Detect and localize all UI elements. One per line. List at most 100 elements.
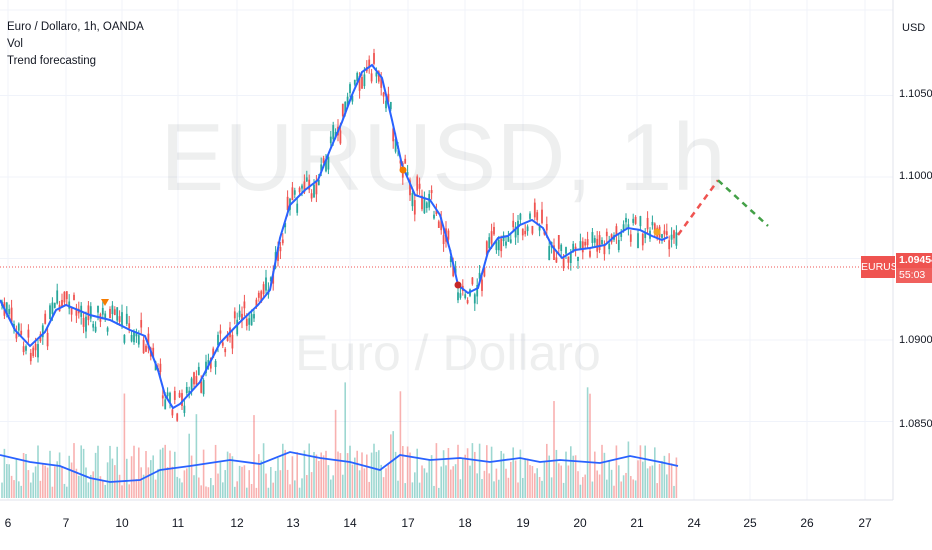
volume-bar [279, 470, 282, 498]
volume-bar [615, 445, 618, 498]
candle-body [555, 257, 558, 263]
volume-bar [414, 472, 416, 498]
candle-body [133, 331, 135, 343]
volume-bar [339, 453, 342, 498]
volume-bar [282, 443, 284, 498]
candle-body [130, 335, 133, 342]
candle-body [164, 399, 167, 410]
volume-bar [78, 475, 80, 498]
candle-body [116, 307, 119, 321]
volume-bar [510, 461, 512, 498]
candle-body [341, 103, 344, 117]
volume-bar [51, 486, 54, 498]
volume-bar [104, 484, 106, 498]
candle-body [193, 372, 195, 385]
volume-bar [366, 454, 368, 498]
candle-body [406, 172, 409, 176]
candle-body [205, 361, 207, 373]
candle-body [313, 184, 315, 198]
volume-bar [270, 467, 272, 498]
candle-body [85, 316, 87, 332]
candle-body [531, 225, 534, 234]
candle-body [104, 313, 107, 319]
candle-body [315, 180, 318, 195]
volume-bar [416, 448, 418, 498]
candle-body [519, 213, 522, 220]
candle-body [598, 235, 601, 250]
candle-body [65, 291, 68, 300]
candle-body [332, 125, 335, 140]
volume-bar [109, 445, 111, 498]
volume-bar [500, 450, 502, 498]
volume-bar [608, 461, 610, 498]
volume-bar [27, 470, 30, 498]
volume-bar [308, 443, 310, 498]
candle-body [250, 314, 253, 326]
volume-bar [210, 478, 212, 498]
volume-bar [118, 474, 121, 498]
volume-bar [315, 454, 318, 498]
candle-body [394, 138, 397, 152]
volume-bar [284, 449, 286, 498]
candle-body [605, 231, 608, 237]
volume-bar [462, 458, 464, 498]
volume-bar [390, 434, 392, 498]
candle-body [567, 256, 570, 263]
volume-bar [349, 445, 351, 498]
volume-bar [1, 482, 3, 498]
candle-body [368, 59, 371, 67]
volume-bar [399, 391, 402, 498]
volume-bar [342, 474, 344, 498]
volume-bar [464, 454, 466, 498]
candle-body [255, 299, 258, 308]
volume-bar [15, 458, 18, 498]
volume-bar [589, 393, 591, 498]
volume-bar [402, 446, 404, 498]
candle-body [46, 332, 49, 347]
time-axis-label: 14 [343, 516, 357, 530]
volume-bar [246, 487, 248, 498]
volume-bar [152, 455, 154, 498]
candle-body [620, 232, 623, 237]
candle-body [382, 92, 385, 97]
candle-body [284, 223, 287, 228]
volume-bar [433, 485, 435, 498]
candle-body [329, 136, 332, 144]
candle-body [653, 223, 656, 233]
volume-bar [409, 452, 411, 498]
candle-body [430, 190, 433, 194]
legend-title[interactable]: Euro / Dollaro, 1h, OANDA [7, 21, 144, 33]
watermark-symbol: EURUSD, 1h [160, 104, 726, 211]
candle-body [209, 358, 212, 369]
price-label: 1.09000 [899, 334, 932, 346]
volume-bar [423, 468, 426, 498]
candle-body [305, 177, 308, 182]
volume-bar [289, 484, 291, 498]
candle-body [212, 348, 215, 358]
candle-body [293, 190, 296, 195]
candle-body [411, 193, 414, 207]
volume-bar [370, 452, 373, 498]
candle-body [452, 263, 455, 277]
volume-bar [92, 471, 94, 498]
volume-bar [248, 470, 250, 498]
volume-bar [639, 445, 642, 498]
candle-body [373, 53, 375, 64]
volume-bar [267, 487, 270, 498]
volume-bar [519, 449, 522, 498]
volume-bar [313, 452, 315, 498]
volume-bar [49, 450, 51, 498]
legend-volume[interactable]: Vol [7, 38, 23, 50]
volume-bar [637, 460, 639, 498]
volume-bar [334, 409, 337, 498]
candle-body [437, 221, 440, 228]
candle-body [505, 241, 507, 246]
candle-body [385, 100, 387, 109]
volume-bar [87, 482, 90, 498]
volume-bar [586, 387, 589, 498]
volume-bar [68, 455, 70, 498]
last-price-symbol-badge[interactable]: EURUSD [861, 256, 905, 278]
volume-bar [265, 473, 267, 498]
legend-trend-forecasting[interactable]: Trend forecasting [7, 55, 97, 67]
